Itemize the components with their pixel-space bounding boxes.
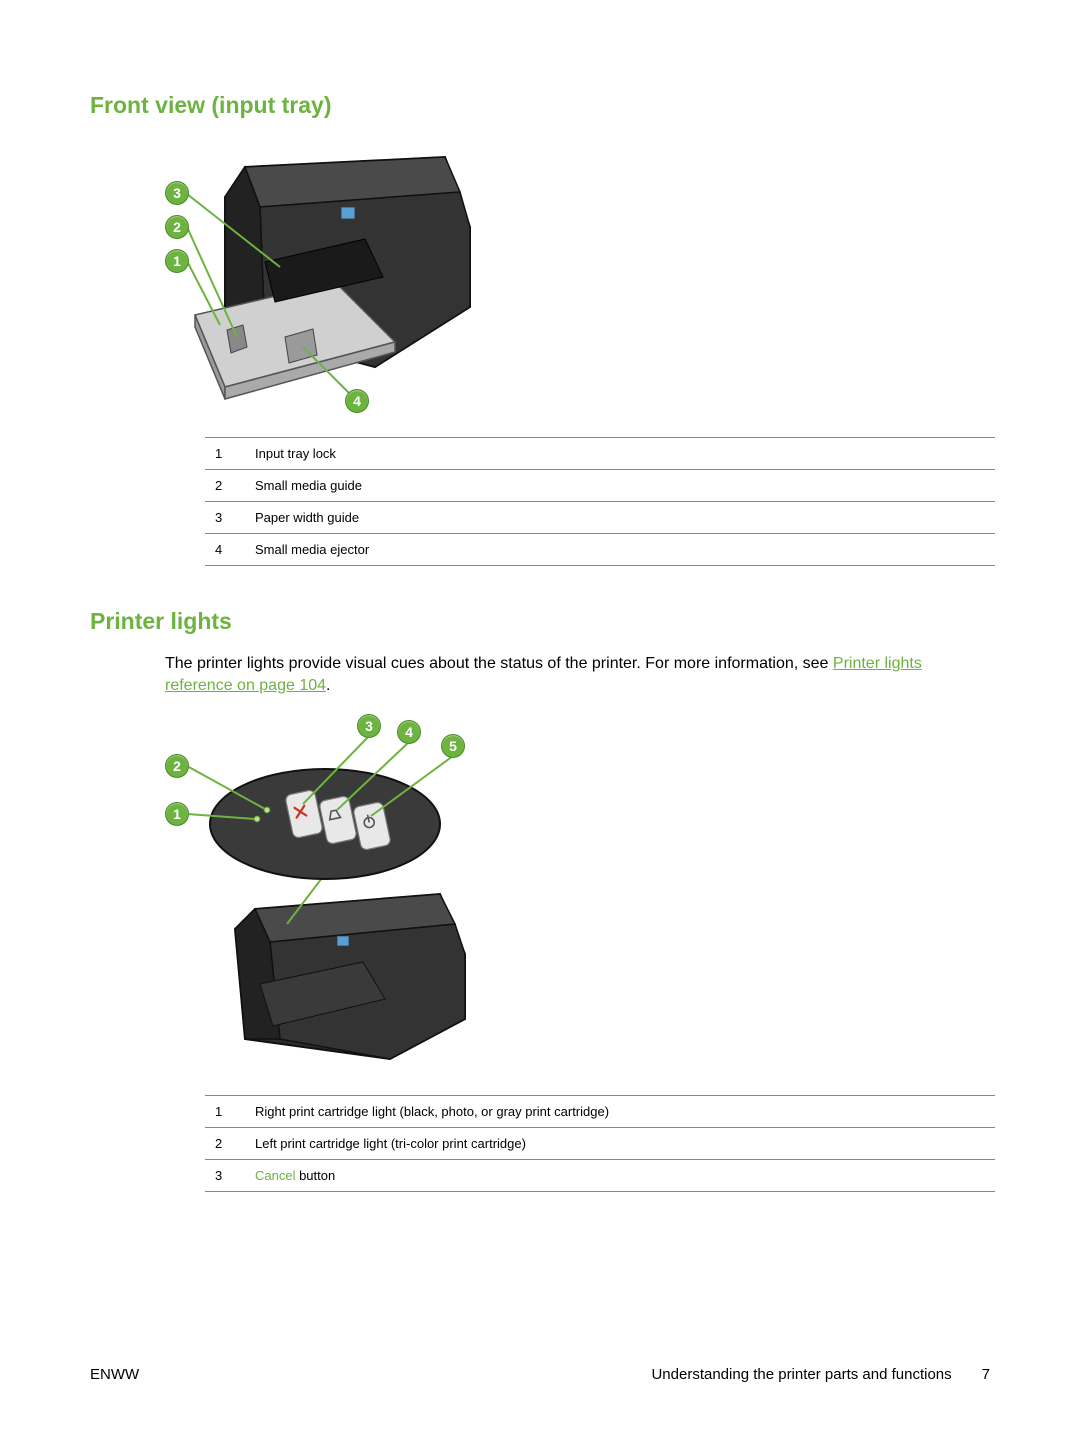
legend-num: 3	[205, 502, 251, 534]
legend-text: Small media ejector	[251, 534, 995, 566]
table-row: 2 Left print cartridge light (tri-color …	[205, 1128, 995, 1160]
table-row: 3 Paper width guide	[205, 502, 995, 534]
intro-text: The printer lights provide visual cues a…	[165, 655, 833, 672]
table-row: 1 Right print cartridge light (black, ph…	[205, 1096, 995, 1128]
section2-heading: Printer lights	[90, 608, 990, 635]
legend-num: 2	[205, 470, 251, 502]
section2-intro: The printer lights provide visual cues a…	[165, 653, 985, 696]
legend-text: Right print cartridge light (black, phot…	[251, 1096, 995, 1128]
footer-left: ENWW	[90, 1366, 139, 1383]
legend-num: 4	[205, 534, 251, 566]
printer-front-view-svg	[165, 137, 480, 419]
legend-text: Left print cartridge light (tri-color pr…	[251, 1128, 995, 1160]
section1-legend-table: 1 Input tray lock 2 Small media guide 3 …	[205, 437, 995, 566]
printer-lights-diagram: 2 1 3 4 5	[165, 714, 485, 1077]
callout-3: 3	[165, 181, 189, 205]
table-row: 4 Small media ejector	[205, 534, 995, 566]
callout-2: 2	[165, 754, 189, 778]
callout-5: 5	[441, 734, 465, 758]
callout-4: 4	[345, 389, 369, 413]
legend-num: 2	[205, 1128, 251, 1160]
cancel-rest: button	[295, 1168, 335, 1183]
callout-2: 2	[165, 215, 189, 239]
callout-4: 4	[397, 720, 421, 744]
section1-heading: Front view (input tray)	[90, 92, 990, 119]
callout-1: 1	[165, 802, 189, 826]
front-view-diagram: 3 2 1 4	[165, 137, 480, 419]
legend-num: 1	[205, 1096, 251, 1128]
page-footer: ENWW Understanding the printer parts and…	[90, 1366, 990, 1383]
legend-text: Small media guide	[251, 470, 995, 502]
legend-num: 3	[205, 1160, 251, 1192]
legend-text: Cancel button	[251, 1160, 995, 1192]
page-number: 7	[982, 1366, 990, 1383]
callout-1: 1	[165, 249, 189, 273]
legend-text: Paper width guide	[251, 502, 995, 534]
legend-num: 1	[205, 438, 251, 470]
table-row: 2 Small media guide	[205, 470, 995, 502]
intro-after: .	[326, 677, 330, 694]
printer-lights-svg	[165, 714, 485, 1077]
footer-right-text: Understanding the printer parts and func…	[651, 1366, 951, 1383]
cancel-accent: Cancel	[255, 1168, 295, 1183]
table-row: 3 Cancel button	[205, 1160, 995, 1192]
callout-3: 3	[357, 714, 381, 738]
section2-legend-table: 1 Right print cartridge light (black, ph…	[205, 1095, 995, 1192]
legend-text: Input tray lock	[251, 438, 995, 470]
table-row: 1 Input tray lock	[205, 438, 995, 470]
